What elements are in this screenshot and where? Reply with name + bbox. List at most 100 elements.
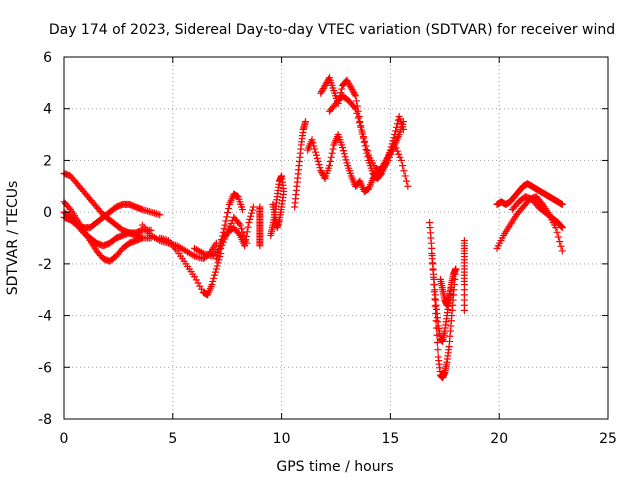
data-point bbox=[393, 147, 401, 155]
data-point bbox=[342, 156, 350, 164]
data-point bbox=[223, 213, 231, 221]
data-point bbox=[256, 203, 264, 211]
data-point bbox=[328, 149, 336, 157]
data-point bbox=[269, 200, 277, 208]
data-point bbox=[401, 172, 409, 180]
data-point bbox=[397, 156, 405, 164]
data-point bbox=[156, 211, 164, 219]
data-point bbox=[357, 123, 365, 131]
data-point bbox=[447, 283, 455, 291]
data-point bbox=[309, 139, 317, 147]
series-pass-12 bbox=[291, 118, 310, 211]
data-point bbox=[241, 242, 249, 250]
series-pass-22 bbox=[508, 193, 566, 232]
y-tick-label: -4 bbox=[38, 309, 52, 325]
data-point bbox=[431, 302, 439, 310]
y-tick-label: 0 bbox=[43, 205, 52, 221]
data-marks bbox=[60, 74, 566, 382]
series-pass-19 bbox=[460, 237, 468, 314]
data-point bbox=[404, 182, 412, 190]
data-point bbox=[350, 103, 358, 111]
series-pass-18 bbox=[436, 275, 455, 309]
data-point bbox=[210, 274, 218, 282]
data-point bbox=[215, 245, 223, 253]
data-point bbox=[341, 153, 349, 161]
data-point bbox=[216, 242, 224, 250]
data-point bbox=[316, 164, 324, 172]
data-point bbox=[460, 237, 468, 245]
x-tick-label: 0 bbox=[60, 431, 69, 447]
y-tick-label: 2 bbox=[43, 153, 52, 169]
data-point bbox=[558, 200, 566, 208]
data-point bbox=[339, 147, 347, 155]
data-point bbox=[339, 144, 347, 151]
data-point bbox=[557, 242, 565, 250]
data-point bbox=[537, 199, 545, 207]
data-point bbox=[235, 230, 243, 238]
data-point bbox=[384, 156, 392, 164]
data-point bbox=[214, 259, 222, 267]
data-point bbox=[238, 225, 246, 233]
data-point bbox=[554, 233, 562, 241]
y-tick-label: -8 bbox=[38, 412, 52, 428]
y-tick-label: 4 bbox=[43, 102, 52, 118]
data-point bbox=[209, 277, 217, 285]
series-pass-6 bbox=[156, 234, 225, 299]
data-point bbox=[241, 237, 249, 245]
series-pass-7 bbox=[191, 213, 251, 260]
data-point bbox=[329, 145, 337, 153]
x-tick-label: 10 bbox=[273, 431, 291, 447]
series-pass-10 bbox=[256, 203, 264, 250]
x-tick-label: 25 bbox=[599, 431, 617, 447]
data-point bbox=[338, 85, 346, 93]
x-tick-labels: 0 5 10 15 20 25 bbox=[60, 431, 617, 447]
data-point bbox=[340, 150, 348, 158]
data-point bbox=[392, 127, 400, 135]
data-point bbox=[399, 162, 407, 170]
data-point bbox=[245, 218, 253, 226]
data-point bbox=[248, 209, 256, 217]
data-point bbox=[400, 167, 408, 175]
y-axis-label: SDTVAR / TECUs bbox=[5, 181, 21, 296]
data-point bbox=[247, 212, 255, 220]
data-point bbox=[314, 157, 322, 165]
data-point bbox=[211, 268, 219, 276]
data-point bbox=[352, 92, 360, 100]
data-point bbox=[196, 282, 204, 290]
data-point bbox=[212, 265, 220, 273]
y-tick-label: -6 bbox=[38, 360, 52, 376]
plot-frame bbox=[63, 56, 609, 420]
data-point bbox=[358, 128, 366, 136]
data-point bbox=[221, 221, 229, 229]
series-pass-4 bbox=[60, 200, 164, 232]
data-point bbox=[558, 224, 566, 232]
data-point bbox=[351, 90, 359, 98]
data-point bbox=[238, 206, 246, 214]
data-point bbox=[236, 221, 244, 229]
series-pass-15 bbox=[325, 92, 412, 190]
data-point bbox=[243, 228, 251, 236]
data-point bbox=[395, 150, 403, 158]
data-point bbox=[558, 247, 566, 255]
series-pass-11 bbox=[267, 172, 288, 239]
data-point bbox=[389, 137, 397, 145]
data-point bbox=[434, 346, 442, 354]
chart-title: Day 174 of 2023, Sidereal Day-to-day VTE… bbox=[49, 22, 615, 38]
series-pass-9 bbox=[217, 203, 257, 250]
data-point bbox=[224, 209, 232, 217]
data-point bbox=[244, 223, 252, 231]
data-point bbox=[208, 281, 216, 289]
data-point bbox=[327, 153, 335, 161]
data-point bbox=[222, 217, 230, 225]
data-point bbox=[392, 123, 400, 131]
data-point bbox=[363, 147, 371, 155]
data-point bbox=[326, 157, 334, 165]
data-point bbox=[214, 248, 222, 256]
series-pass-5 bbox=[138, 221, 220, 263]
axis-ticks bbox=[63, 56, 609, 420]
data-point bbox=[556, 238, 564, 246]
data-point bbox=[325, 162, 333, 170]
data-point bbox=[361, 137, 369, 145]
data-point bbox=[433, 338, 441, 346]
